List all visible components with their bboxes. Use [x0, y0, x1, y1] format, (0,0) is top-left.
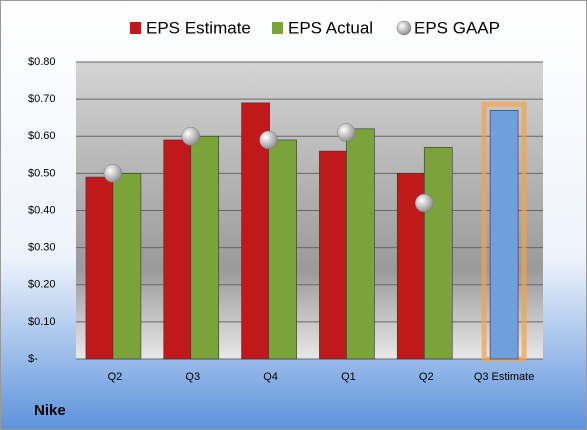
y-tick-label: $0.70: [28, 93, 56, 105]
chart-label: Nike: [34, 402, 66, 419]
x-tick-label: Q2: [419, 371, 434, 383]
y-tick-label: $0.80: [28, 56, 56, 68]
bar: [489, 109, 519, 360]
gaap-marker: [415, 193, 434, 213]
bar: [423, 147, 453, 360]
bar: [163, 139, 193, 360]
bar: [346, 128, 375, 360]
y-tick-label: $0.40: [28, 204, 56, 216]
y-tick-label: $0.10: [28, 316, 56, 328]
x-tick-label: Q3: [185, 371, 200, 383]
bar: [190, 135, 220, 360]
gaap-marker: [103, 164, 123, 183]
gaap-marker: [337, 123, 356, 142]
bar: [268, 139, 297, 360]
legend-label: EPS Estimate: [146, 18, 251, 37]
legend-marker: [272, 22, 283, 34]
legend-label: EPS Actual: [288, 18, 373, 37]
x-tick-label: Q1: [341, 371, 356, 383]
legend-marker: [130, 22, 141, 34]
legend-marker: [396, 20, 412, 36]
x-tick-label: Q4: [263, 371, 278, 383]
bar: [112, 173, 142, 360]
y-tick-label: $0.50: [28, 167, 56, 179]
gaap-marker: [181, 127, 200, 146]
y-tick-label: $0.60: [28, 130, 56, 142]
bar: [319, 150, 348, 360]
y-tick-label: $0.20: [28, 279, 56, 291]
y-tick-label: $0.30: [28, 242, 56, 254]
x-tick-label: Q3 Estimate: [474, 371, 535, 383]
gaap-marker: [259, 130, 278, 150]
x-tick-label: Q2: [108, 371, 123, 383]
bar: [85, 176, 115, 360]
legend-label: EPS GAAP: [414, 18, 500, 37]
y-tick-label: $-: [28, 353, 38, 365]
